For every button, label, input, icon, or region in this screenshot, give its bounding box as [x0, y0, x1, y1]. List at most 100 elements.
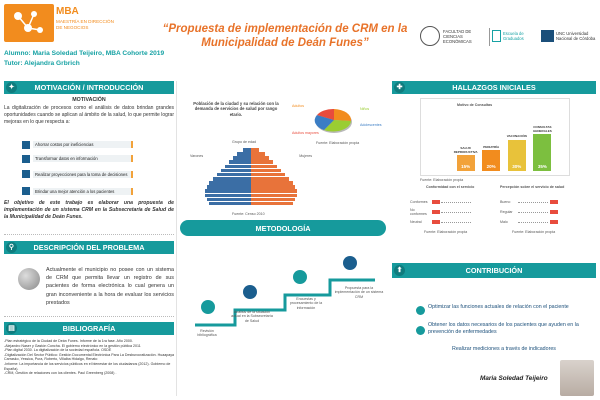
- bar-segment: [550, 200, 558, 204]
- bar-segment: [550, 210, 558, 214]
- divider: [176, 81, 177, 396]
- mba-logo: [4, 4, 54, 42]
- list-item: -Alejandro Naser y Gastón Concha. El gob…: [4, 343, 141, 348]
- list-item: Realizar proyecciones para la toma de de…: [22, 167, 152, 181]
- benefits-list: Ahorrar costos por ineficiencias Transfo…: [22, 139, 152, 198]
- pie-slice: [317, 108, 334, 120]
- table-row: Regular: [500, 207, 580, 217]
- bar-value-label: 20%: [486, 164, 496, 169]
- pie-legend-mayores: Adultos mayores: [292, 131, 319, 135]
- bar-track: [441, 221, 471, 223]
- bar-segment: [432, 220, 440, 224]
- contribution-dot-icon: [416, 322, 425, 340]
- pyramid-bar-female: [251, 177, 289, 181]
- pie-slice: [324, 120, 351, 132]
- pyramid-bar-female: [251, 185, 295, 189]
- pyramid-bar-female: [251, 160, 273, 164]
- divider: [4, 234, 174, 235]
- divider: [4, 316, 174, 317]
- source-consultas: Fuente: Elaboración propia: [420, 178, 464, 182]
- pyramid-bar-female: [251, 148, 259, 152]
- pie-slice: [314, 115, 334, 130]
- pyramid-left-label: Varones: [190, 154, 204, 158]
- pie-legend-adultos: Adultos: [292, 104, 304, 108]
- globe-icon: [18, 268, 40, 290]
- pyramid-bar-male: [209, 201, 251, 206]
- problema-header: ⚲ DESCRIPCIÓN DEL PROBLEMA: [4, 241, 174, 254]
- logo-subtitle: MAESTRÍA EN DIRECCIÓN DE NEGOCIOS: [56, 19, 114, 30]
- age-pie-chart: [314, 108, 352, 133]
- bar-track: [441, 211, 471, 213]
- contribution-item: Optimizar las funciones actuales de rela…: [428, 304, 569, 310]
- chart-title: Motivo de Consultas: [457, 103, 493, 107]
- chart-bar: [482, 150, 501, 171]
- hallazgos-header: ✚ HALLAZGOS INICIALES: [392, 81, 596, 94]
- table-row: No conformes: [410, 207, 494, 217]
- category-label: CONSULTAS GENERALES: [533, 125, 552, 133]
- bar-value-label: 15%: [461, 164, 471, 169]
- pyramid-bar-male: [205, 189, 251, 193]
- consultas-bars: 15% SALUD REPRODUCTIVA 20% PEDIATRÍA 30% VACU…: [449, 111, 559, 173]
- pyramid-bar-male: [225, 164, 251, 169]
- pyramid-bar-female: [251, 197, 295, 202]
- pyramid-bar-female: [251, 156, 269, 160]
- pyramid-bar-male: [229, 160, 251, 164]
- pyramid-bars: [190, 148, 312, 206]
- bar-segment: [432, 200, 440, 204]
- contribution-dot-icon: [416, 302, 425, 320]
- pyramid-bar-male: [205, 193, 251, 198]
- pyramid-bar-male: [207, 185, 251, 189]
- pie-legend-ninos: Niños: [360, 107, 370, 111]
- signature-name: Maria Soledad Teijeiro: [480, 375, 548, 382]
- chart-bar: [456, 155, 475, 171]
- pyramid-bar-male: [209, 181, 251, 185]
- motivacion-text: La digitalización de procesos como el an…: [4, 105, 174, 125]
- inst-fce: FACULTAD DE CIENCIAS ECONÓMICAS: [443, 29, 472, 44]
- bar-track: [441, 201, 471, 203]
- pyramid-title: Grupo de edad: [232, 140, 256, 144]
- pyramid-bar-male: [221, 168, 251, 173]
- table-row: Neutral: [410, 217, 494, 227]
- source-percepcion: Fuente: Elaboración propia: [512, 230, 556, 234]
- list-item: -Plan digital 2030. La digitalización de…: [4, 348, 112, 353]
- chart-bar: [533, 134, 552, 171]
- table-row: Bueno: [500, 197, 580, 207]
- pyramid-bar-male: [243, 148, 251, 152]
- poster-title: “Propuesta de implementación de CRM en l…: [162, 23, 408, 49]
- pyramid-bar-female: [251, 164, 277, 169]
- pyramid-bar-male: [233, 156, 251, 160]
- author-line: Alumno: Maria Soledad Teijeiro, MBA Coho…: [4, 50, 165, 57]
- pyramid-bar-female: [251, 201, 293, 206]
- bar-segment: [432, 210, 440, 214]
- contribution-icon: ⬆: [394, 265, 405, 276]
- divider: [489, 28, 490, 46]
- category-label: VACUNACIÓN: [506, 134, 527, 138]
- contribution-item: Realizar mediciones a través de indicado…: [452, 346, 556, 352]
- step-3: Encuestas y procesamiento de la informac…: [289, 297, 323, 310]
- bar-track: [518, 211, 548, 213]
- pyramid-bar-female: [251, 152, 265, 156]
- search-icon: ⚲: [6, 242, 17, 253]
- pyramid-bar-female: [251, 193, 297, 198]
- step-4: Propuesta para la implementación de un s…: [334, 286, 384, 299]
- percepcion-title: Percepción sobre el servicio de salud: [500, 185, 565, 189]
- method-stairs: [195, 256, 375, 327]
- list-item: -Plan estratégico de la Ciudad de Deán F…: [4, 339, 133, 343]
- lightbulb-icon: ✦: [6, 82, 17, 93]
- pyramid-bar-female: [251, 172, 285, 177]
- category-label: SALUD REPRODUCTIVA: [453, 146, 478, 154]
- list-item: Ahorrar costos por ineficiencias: [22, 139, 152, 150]
- pyramid-right-label: Mujeres: [299, 154, 312, 158]
- pyramid-bar-male: [207, 197, 251, 202]
- list-item: -Digitalización Del Sector Público: Gest…: [4, 352, 174, 362]
- pyramid-bar-male: [213, 177, 251, 181]
- fce-seal-icon: [420, 26, 440, 46]
- chart-icon: [22, 170, 30, 178]
- source-conformidad: Fuente: Elaboración propia: [424, 230, 468, 234]
- book-icon: ▤: [6, 323, 17, 334]
- conformidad-chart: Conformes No conformes Neutral: [410, 197, 494, 227]
- inst-graduados: Escuela de Graduados: [503, 31, 524, 41]
- unc-logo-icon: [541, 30, 554, 42]
- consultas-chart-card: Motivo de Consultas 15% SALUD REPRODUCTIV…: [420, 98, 570, 176]
- coins-icon: [22, 140, 30, 149]
